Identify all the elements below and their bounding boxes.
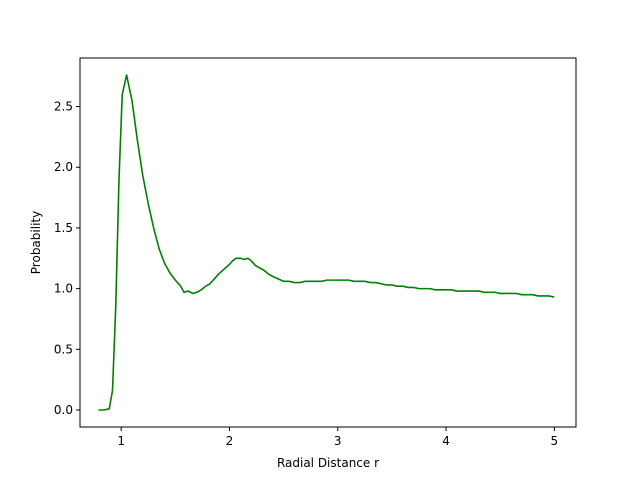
x-tick-label: 5 — [551, 434, 559, 448]
y-axis-label: Probability — [29, 211, 43, 274]
x-tick-label: 2 — [226, 434, 234, 448]
x-tick-label: 4 — [442, 434, 450, 448]
y-tick-label: 1.0 — [54, 282, 73, 296]
y-tick-label: 0.0 — [54, 403, 73, 417]
series-line — [98, 74, 555, 411]
x-tick-label: 3 — [334, 434, 342, 448]
y-tick-label: 2.0 — [54, 160, 73, 174]
plot-frame — [79, 57, 577, 428]
x-axis-label: Radial Distance r — [277, 456, 379, 470]
series-layer — [98, 74, 555, 411]
y-tick-label: 0.5 — [54, 342, 73, 356]
y-tick-label: 2.5 — [54, 100, 73, 114]
x-tick-label: 1 — [117, 434, 125, 448]
y-tick-label: 1.5 — [54, 221, 73, 235]
ticks-layer: 1 2 3 4 5 0.0 0.5 1.0 1.5 2.0 2.5 — [54, 100, 558, 448]
